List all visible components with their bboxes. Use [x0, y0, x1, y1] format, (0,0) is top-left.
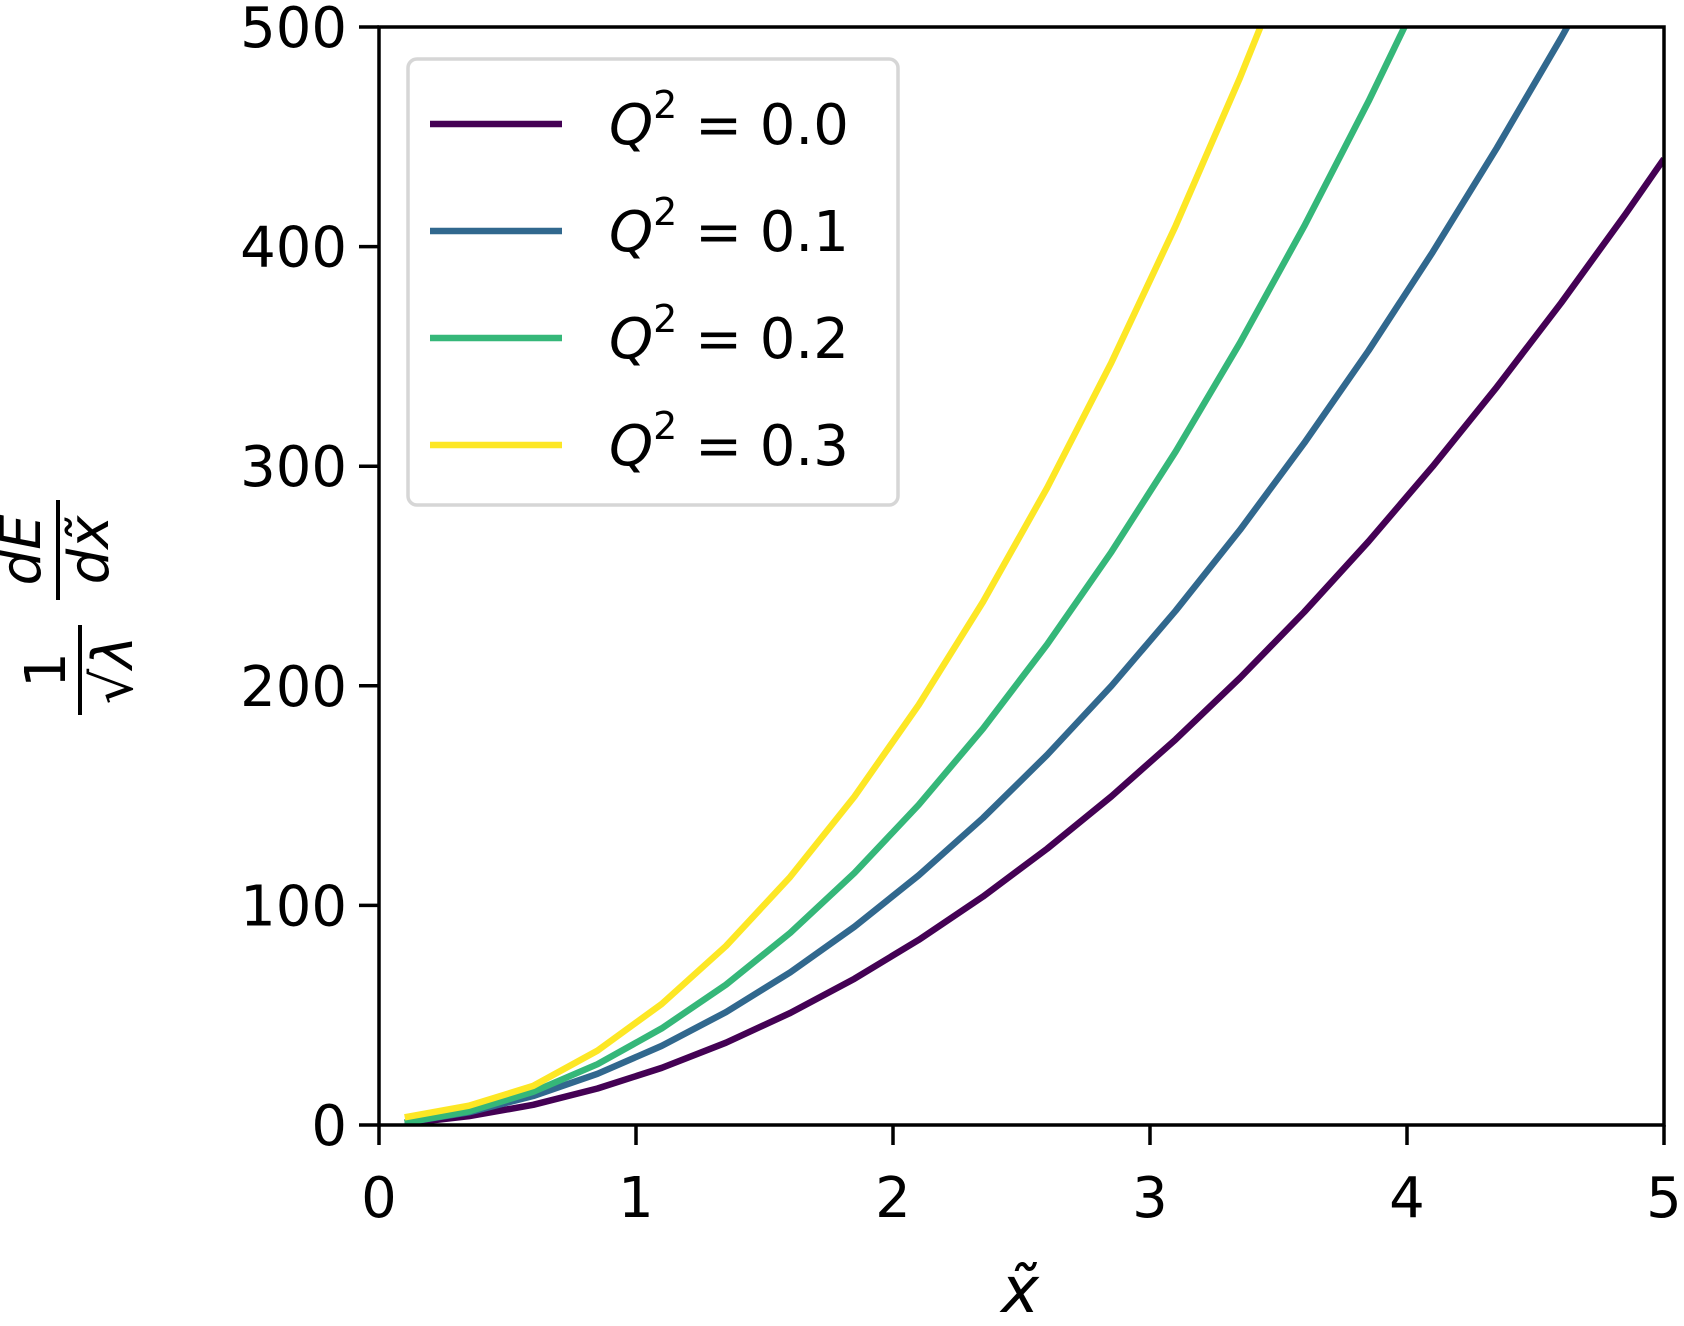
- y-label-numerator: 1: [14, 652, 79, 688]
- y-tick-label: 500: [240, 0, 347, 61]
- plot-frame: [377, 25, 1666, 1127]
- x-tick-label: 2: [875, 1166, 911, 1231]
- y-tick-label: 200: [240, 655, 347, 720]
- legend-label-1: Q2 = 0.1: [609, 190, 849, 265]
- series-line-1: [404, 27, 1571, 1125]
- y-label-frac-num: dẼ: [0, 514, 54, 586]
- y-tick-label: 100: [240, 874, 347, 939]
- x-tick-label: 3: [1132, 1166, 1168, 1231]
- legend-label-2: Q2 = 0.2: [609, 297, 849, 372]
- series-layer: [404, 27, 1664, 1125]
- y-tick-label: 300: [240, 435, 347, 500]
- x-tick-label: 4: [1389, 1166, 1425, 1231]
- x-axis-label: x̃: [999, 1254, 1040, 1326]
- legend: Q2 = 0.0 Q2 = 0.1 Q2 = 0.2 Q2 = 0.3: [406, 57, 900, 507]
- y-label-denominator: √λ: [81, 636, 146, 705]
- series-line-3: [404, 27, 1264, 1121]
- y-axis-label: 1 √λ dẼ dx̃: [0, 500, 146, 715]
- y-axis: 0 100 200 300 400 500: [240, 0, 379, 1159]
- x-tick-label: 5: [1646, 1166, 1682, 1231]
- legend-label-3: Q2 = 0.3: [609, 404, 849, 479]
- x-tick-label: 0: [361, 1166, 397, 1231]
- series-line-0: [404, 156, 1664, 1125]
- x-axis: 0 1 2 3 4 5: [361, 1125, 1682, 1231]
- series-line-2: [404, 27, 1409, 1125]
- y-tick-label: 400: [240, 216, 347, 281]
- x-tick-label: 1: [618, 1166, 654, 1231]
- legend-label-0: Q2 = 0.0: [609, 83, 849, 158]
- legend-frame: [406, 57, 900, 507]
- y-tick-label: 0: [311, 1094, 347, 1159]
- y-label-frac-den: dx̃: [57, 515, 122, 585]
